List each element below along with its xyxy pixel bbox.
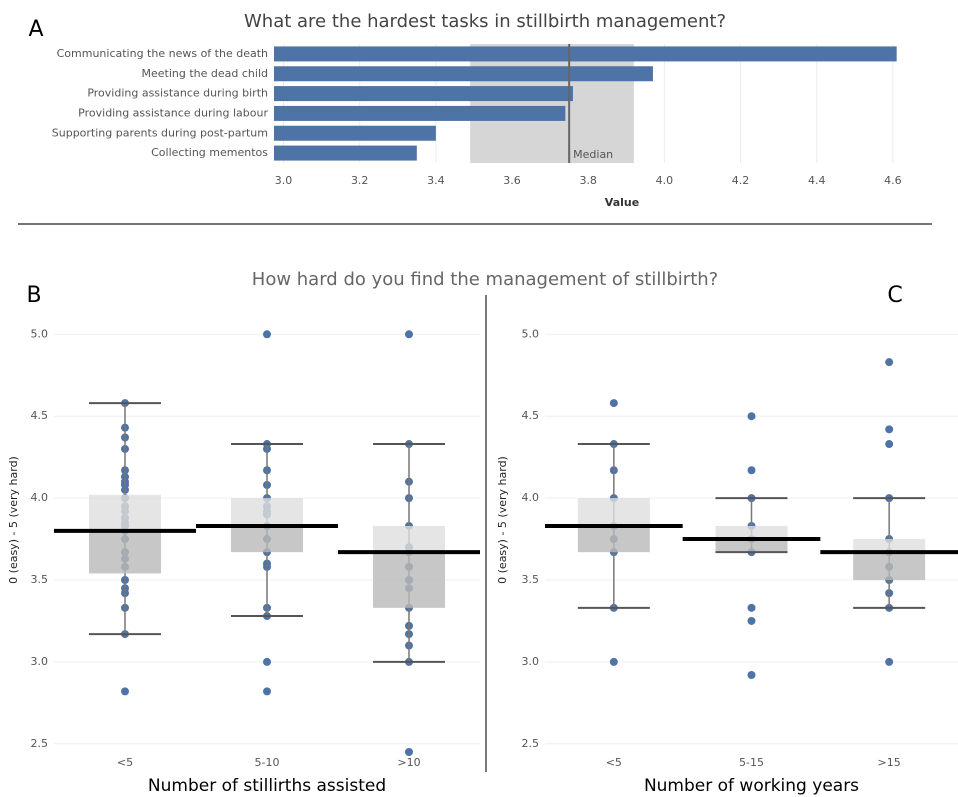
data-point <box>121 687 129 696</box>
data-point <box>747 616 756 625</box>
bar <box>274 105 566 121</box>
x-tick-label: 3.4 <box>427 174 445 187</box>
x-tick-label: 4.4 <box>808 174 826 187</box>
bar <box>274 125 436 141</box>
x-axis-title: Number of working years <box>644 776 859 796</box>
box-lower <box>715 539 788 553</box>
x-tick-label: 3.2 <box>351 174 369 187</box>
x-axis-title: Value <box>605 196 639 209</box>
y-tick-label: 3.5 <box>522 573 540 586</box>
data-point <box>747 466 756 475</box>
panel-letter: B <box>26 283 41 308</box>
y-axis-title: 0 (easy) - 5 (very hard) <box>496 456 509 584</box>
x-axis-title: Number of stillirths assisted <box>148 776 386 796</box>
data-point <box>885 425 894 434</box>
y-tick-label: 5.0 <box>522 327 540 340</box>
x-tick-label: >10 <box>397 756 420 769</box>
y-tick-label: 2.5 <box>522 737 540 750</box>
box-lower <box>853 552 926 581</box>
data-point <box>885 657 894 666</box>
data-point <box>885 358 894 367</box>
panel-letter: C <box>887 283 902 308</box>
reference-band <box>470 44 634 163</box>
box-upper <box>373 525 445 553</box>
y-tick-label: Supporting parents during post-partum <box>52 126 268 139</box>
y-tick-label: 4.0 <box>31 491 49 504</box>
box-lower <box>89 530 161 574</box>
y-tick-label: 4.5 <box>31 409 49 422</box>
x-tick-label: 4.0 <box>656 174 674 187</box>
box-upper <box>715 525 788 540</box>
y-tick-label: 2.5 <box>31 737 49 750</box>
data-point <box>747 671 756 680</box>
data-point <box>747 603 756 612</box>
y-tick-label: Providing assistance during birth <box>87 87 268 100</box>
data-point <box>609 399 618 408</box>
y-tick-label: 4.5 <box>522 409 540 422</box>
panel-letter: A <box>28 17 43 42</box>
data-point <box>609 657 618 666</box>
bar <box>274 46 897 62</box>
box-upper <box>89 494 161 531</box>
y-tick-label: 3.0 <box>522 655 540 668</box>
x-tick-label: 5-10 <box>255 756 280 769</box>
box-upper <box>577 498 650 526</box>
box-lower <box>577 525 650 553</box>
x-tick-label: 4.6 <box>884 174 902 187</box>
data-point <box>405 748 413 756</box>
data-point <box>405 330 413 339</box>
y-tick-label: Collecting mementos <box>151 146 268 159</box>
x-tick-label: 3.0 <box>275 174 293 187</box>
box-lower <box>373 552 445 608</box>
box-upper <box>853 539 926 553</box>
box-lower <box>231 525 303 553</box>
bar <box>274 86 573 102</box>
data-point <box>263 687 271 696</box>
y-tick-label: Meeting the dead child <box>142 67 268 80</box>
x-tick-label: 4.2 <box>732 174 750 187</box>
bar <box>274 145 417 161</box>
x-tick-label: 3.8 <box>579 174 597 187</box>
x-tick-label: <5 <box>606 756 622 769</box>
x-tick-label: <5 <box>117 756 133 769</box>
chart-title: How hard do you find the management of s… <box>252 269 718 290</box>
y-tick-label: Providing assistance during labour <box>78 106 268 119</box>
chart-title: What are the hardest tasks in stillbirth… <box>244 11 726 32</box>
y-tick-label: 3.5 <box>31 573 49 586</box>
y-axis-title: 0 (easy) - 5 (very hard) <box>7 456 20 584</box>
box-upper <box>231 498 303 526</box>
data-point <box>263 330 271 339</box>
x-tick-label: 3.6 <box>503 174 521 187</box>
median-label: Median <box>573 148 613 161</box>
y-tick-label: Communicating the news of the death <box>57 47 268 60</box>
x-tick-label: >15 <box>878 756 901 769</box>
y-tick-label: 3.0 <box>31 655 49 668</box>
data-point <box>885 440 894 449</box>
y-tick-label: 5.0 <box>31 327 49 340</box>
x-tick-label: 5-15 <box>739 756 764 769</box>
y-tick-label: 4.0 <box>522 491 540 504</box>
data-point <box>747 412 756 421</box>
data-point <box>263 657 271 666</box>
bar <box>274 66 653 82</box>
